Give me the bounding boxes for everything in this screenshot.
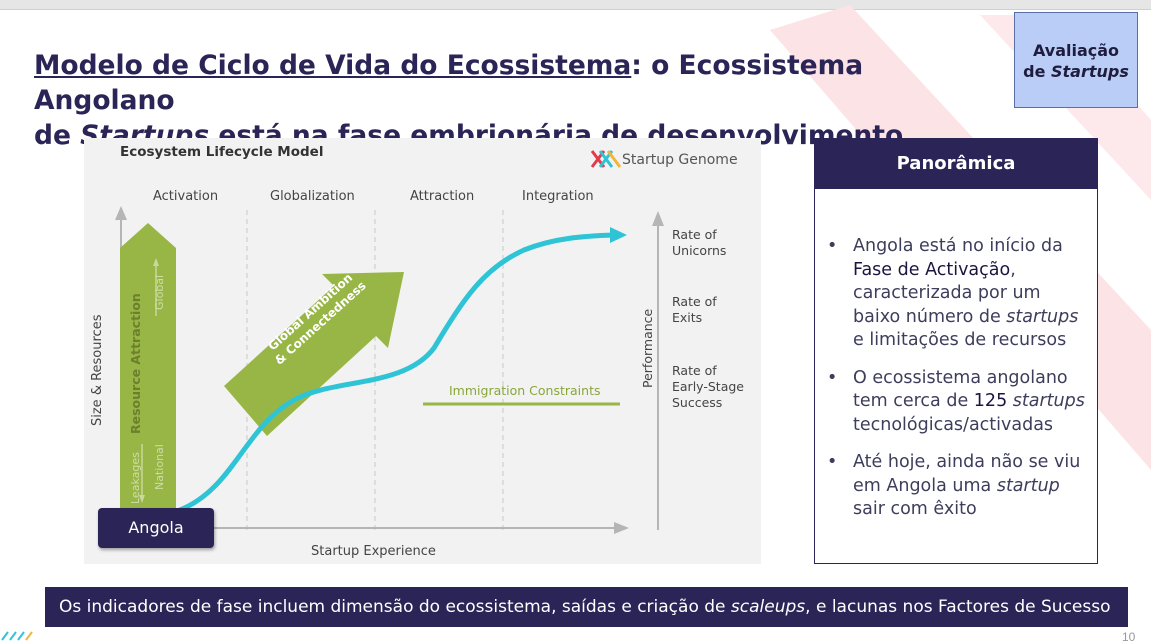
performance-axis-label: Performance: [640, 308, 655, 388]
y-axis-arrow-icon: [115, 206, 127, 220]
logo-text: Startup Genome: [622, 152, 738, 168]
bullet-text: e limitações de recursos: [853, 330, 1067, 350]
x-axis-label: Startup Experience: [311, 544, 436, 559]
leakages-arrow-icon: [139, 495, 145, 503]
startup-genome-logo-icon: [590, 150, 622, 168]
bullet-text: O ecossistema angolano tem cerca de: [853, 367, 1068, 412]
growth-curve: [177, 232, 617, 513]
title-rest: : o Ecossistema Angolano: [34, 50, 864, 116]
bullet-text: sair com êxito: [853, 499, 977, 519]
list-item: • O ecossistema angolano tem cerca de 12…: [825, 367, 1087, 438]
footer-text: , e lacunas nos Factores de Sucesso: [805, 597, 1111, 617]
bullet-icon: •: [827, 236, 838, 256]
footer-text: Os indicadores de fase incluem dimensão …: [59, 597, 731, 617]
section-badge: Avaliação de Startups: [1014, 12, 1138, 108]
perf-line: Early-Stage: [672, 379, 744, 394]
perf-line: Success: [672, 395, 723, 410]
title-line2-prefix: de: [34, 120, 81, 151]
perf-line: Rate of: [672, 294, 717, 309]
national-label: National: [153, 444, 166, 490]
perf-line: Unicorns: [672, 243, 727, 258]
bullet-italic: startups: [1006, 306, 1079, 327]
resource-attraction-label: Resource Attraction: [128, 293, 143, 434]
global-ambition-arrow: [224, 272, 404, 436]
badge-line2-italic: Startups: [1051, 62, 1129, 81]
bullet-italic: startups: [1007, 391, 1085, 411]
overview-list: • Angola está no início da Fase de Activ…: [825, 235, 1087, 536]
bullet-icon: •: [827, 367, 838, 388]
bullet-italic: startup: [996, 475, 1060, 496]
performance-level-unicorns: Rate of Unicorns: [672, 227, 726, 259]
badge-line2-prefix: de: [1023, 62, 1051, 81]
page-number: 10: [1122, 630, 1136, 644]
phase-label: Integration: [522, 189, 594, 204]
perf-line: Rate of: [672, 363, 717, 378]
footer-italic: scaleups: [730, 597, 806, 617]
growth-curve-arrow-icon: [610, 227, 627, 243]
ecosystem-lifecycle-diagram: Ecosystem Lifecycle Model Startup Genome…: [84, 138, 761, 564]
bullet-emphasis: Fase de Activação: [853, 259, 1011, 280]
corner-logo-icon: [1, 631, 33, 641]
perf-line: Rate of: [672, 227, 717, 242]
phase-label: Activation: [153, 189, 219, 204]
x-axis-arrow-icon: [614, 522, 629, 534]
perf-line: Exits: [672, 310, 703, 325]
phase-label: Globalization: [270, 189, 355, 204]
phase-label: Attraction: [410, 189, 475, 204]
bullet-emphasis: 125: [973, 391, 1008, 411]
overview-panel: Panorâmica • Angola está no início da Fa…: [814, 138, 1098, 564]
immigration-constraints-label: Immigration Constraints: [449, 383, 601, 398]
list-item: • Angola está no início da Fase de Activ…: [825, 235, 1087, 353]
footer-banner: Os indicadores de fase incluem dimensão …: [45, 587, 1128, 627]
performance-axis-arrow-icon: [652, 211, 664, 226]
angola-marker: Angola: [98, 508, 214, 548]
list-item: • Até hoje, ainda não se viu em Angola u…: [825, 451, 1087, 522]
top-bar: [0, 0, 1151, 10]
diagram-title: Ecosystem Lifecycle Model: [120, 144, 324, 160]
bullet-text: Angola está no início da: [853, 236, 1063, 256]
resource-attraction-arrow: [120, 223, 176, 510]
bullet-text: Até hoje, ainda não se viu em Angola uma: [853, 452, 1081, 496]
bullet-text: tecnológicas/activadas: [853, 414, 1054, 435]
y-axis-label: Size & Resources: [90, 314, 105, 426]
global-arrow-icon: [153, 258, 159, 266]
performance-level-early-stage: Rate of Early-Stage Success: [672, 363, 744, 411]
performance-level-exits: Rate of Exits: [672, 294, 717, 326]
badge-line1: Avaliação: [1032, 41, 1120, 60]
leakages-label: Leakages: [129, 452, 142, 504]
bullet-text: , caracterizada por um baixo número de: [853, 259, 1041, 327]
title-underlined: Modelo de Ciclo de Vida do Ecossistema: [34, 50, 632, 81]
bullet-icon: •: [827, 452, 838, 472]
global-label: Global: [153, 274, 166, 310]
panel-heading: Panorâmica: [815, 139, 1097, 189]
